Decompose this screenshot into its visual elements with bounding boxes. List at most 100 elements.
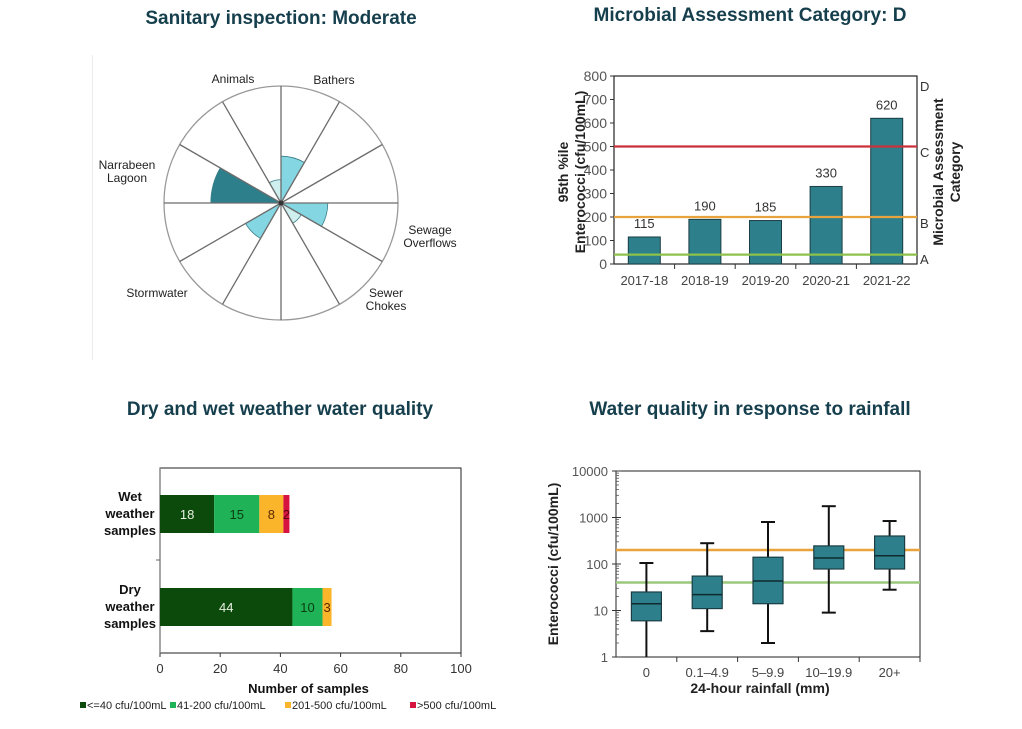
mac-ytick-label: 200 xyxy=(584,209,608,225)
polar-divider xyxy=(179,143,282,204)
polar-divider xyxy=(280,101,341,204)
mac-category-tick: B xyxy=(920,216,929,231)
weather-bar-segment xyxy=(322,588,332,626)
weather-xtick-label: 20 xyxy=(213,661,227,676)
mac-xtick-label: 2020-21 xyxy=(802,273,850,288)
mac-y2label-line: Microbial Assessment xyxy=(930,98,946,246)
mac-ytick-label: 600 xyxy=(584,115,608,131)
rainfall-xlabel: 24-hour rainfall (mm) xyxy=(690,680,829,696)
weather-segment-label: 18 xyxy=(180,507,194,522)
weather-category-label: Wet xyxy=(118,489,142,504)
mac-xtick-label: 2019-20 xyxy=(742,273,790,288)
rainfall-box xyxy=(691,575,723,610)
legend-swatch xyxy=(80,702,86,708)
polar-frame-line xyxy=(92,55,93,360)
weather-title: Dry and wet weather water quality xyxy=(126,399,434,420)
polar-divider xyxy=(280,202,341,305)
rainfall-xtick-label: 0.1–4.9 xyxy=(686,665,729,680)
rainfall-ytick-label: 10000 xyxy=(572,464,608,479)
mac-y2label: Microbial Assessment Category xyxy=(930,98,963,246)
weather-bar-segment xyxy=(214,495,260,533)
mac-category-tick: A xyxy=(920,252,929,267)
legend-label: 41-200 cfu/100mL xyxy=(177,700,266,712)
mac-ytick-label: 400 xyxy=(584,162,608,178)
polar-category-label: Bathers xyxy=(313,73,354,87)
weather-segment-label: 15 xyxy=(230,507,244,522)
weather-category-label: Dry xyxy=(119,582,141,597)
mac-xtick-label: 2018-19 xyxy=(681,273,729,288)
mac-ylabel-line: 95th %ile xyxy=(555,141,571,202)
polar-divider xyxy=(280,202,383,263)
polar-divider xyxy=(221,202,282,305)
weather-segment-label: 10 xyxy=(300,600,314,615)
rainfall-ytick-label: 100 xyxy=(586,557,608,572)
weather-bar-segment xyxy=(160,495,215,533)
mac-ylabel: 95th %ile Enterococci (cfu/100mL) xyxy=(555,91,588,254)
weather-category-label: samples xyxy=(104,523,156,538)
legend-swatch xyxy=(285,702,291,708)
rainfall-ytick-label: 1 xyxy=(601,650,608,665)
mac-title: Microbial Assessment Category: D xyxy=(593,5,907,26)
weather-xlabel: Number of samples xyxy=(248,681,369,696)
weather-bar-segment xyxy=(283,495,290,533)
weather-segment-label: 8 xyxy=(268,507,275,522)
rainfall-title: Water quality in response to rainfall xyxy=(589,399,911,420)
polar-center xyxy=(278,200,284,206)
mac-ylabel-line: Enterococci (cfu/100mL) xyxy=(572,91,588,254)
weather-xtick-label: 100 xyxy=(450,661,472,676)
mac-ytick-label: 500 xyxy=(584,139,608,155)
legend-swatch xyxy=(170,702,176,708)
legend-label: >500 cfu/100mL xyxy=(417,700,496,712)
polar-category-label: Animals xyxy=(212,72,255,86)
rainfall-ytick-label: 10 xyxy=(594,604,608,619)
polar-divider xyxy=(280,143,383,204)
weather-xtick-label: 0 xyxy=(156,661,163,676)
weather-xtick-label: 60 xyxy=(333,661,347,676)
polar-divider xyxy=(179,202,282,263)
weather-category-label: weather xyxy=(104,506,154,521)
mac-ytick-label: 300 xyxy=(584,186,608,202)
legend-label: 201-500 cfu/100mL xyxy=(292,700,387,712)
rainfall-box xyxy=(630,591,663,622)
polar-category-label: Lagoon xyxy=(107,171,147,185)
mac-data-label: 620 xyxy=(876,97,898,112)
mac-ytick-label: 100 xyxy=(584,233,608,249)
mac-data-label: 115 xyxy=(634,216,655,231)
weather-xtick-label: 80 xyxy=(394,661,408,676)
weather-segment-label: 3 xyxy=(323,600,330,615)
weather-bar-segment xyxy=(292,588,323,626)
mac-bar xyxy=(809,185,843,265)
mac-ytick-label: 700 xyxy=(584,92,608,108)
polar-category-label: Overflows xyxy=(403,236,456,250)
mac-ytick-label: 800 xyxy=(584,68,608,84)
polar-divider xyxy=(221,101,282,204)
rainfall-ytick-label: 1000 xyxy=(579,511,608,526)
weather-category-label: weather xyxy=(104,599,154,614)
weather-segment-label: 44 xyxy=(219,600,233,615)
mac-category-tick: D xyxy=(920,79,929,94)
sanitary-title: Sanitary inspection: Moderate xyxy=(145,8,417,29)
rainfall-ylabel-text: Enterococci (cfu/100mL) xyxy=(545,483,561,646)
mac-xtick-label: 2017-18 xyxy=(620,273,668,288)
legend-swatch xyxy=(410,702,416,708)
rainfall-ylabel: Enterococci (cfu/100mL) xyxy=(545,483,561,646)
mac-category-tick: C xyxy=(920,145,929,160)
rainfall-xtick-label: 5–9.9 xyxy=(752,665,785,680)
polar-category-label: Narrabeen xyxy=(99,158,156,172)
weather-category-label: samples xyxy=(104,616,156,631)
rainfall-xtick-label: 20+ xyxy=(879,665,901,680)
polar-category-label: Sewer xyxy=(369,286,403,300)
rainfall-xtick-label: 10–19.9 xyxy=(805,665,852,680)
rainfall-xtick-label: 0 xyxy=(643,665,650,680)
mac-ytick-label: 0 xyxy=(599,256,607,272)
mac-bar xyxy=(688,218,722,265)
mac-data-label: 330 xyxy=(815,165,837,180)
mac-y2label-line: Category xyxy=(947,141,963,202)
mac-bar xyxy=(627,236,661,265)
weather-xtick-label: 40 xyxy=(273,661,287,676)
mac-xtick-label: 2021-22 xyxy=(863,273,911,288)
mac-bar xyxy=(870,117,904,265)
polar-category-label: Chokes xyxy=(366,299,407,313)
mac-data-label: 190 xyxy=(694,198,716,213)
weather-bar-segment xyxy=(259,495,284,533)
